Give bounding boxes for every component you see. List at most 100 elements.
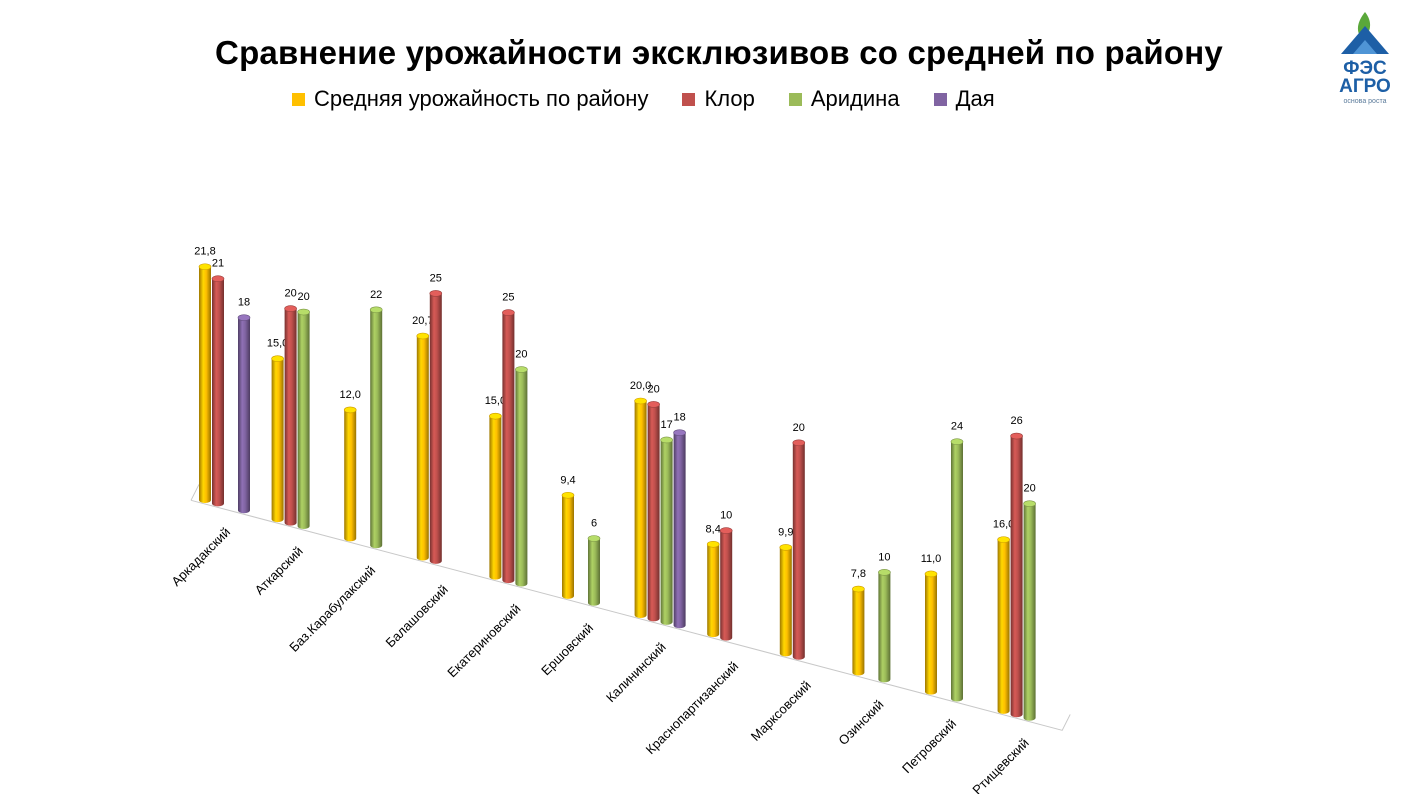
data-label: 20 (284, 288, 296, 300)
bar (587, 535, 601, 606)
chart-title: Сравнение урожайности эксклюзивов со сре… (215, 34, 1223, 71)
bar (852, 585, 865, 676)
bar (211, 275, 225, 507)
data-label: 17 (660, 419, 672, 431)
legend-swatch (933, 92, 947, 106)
data-label: 7,8 (851, 568, 866, 580)
bar-cap (343, 406, 357, 414)
data-label: 20 (1023, 483, 1035, 495)
bar (369, 306, 383, 549)
legend-label: Дая (955, 86, 995, 111)
data-label: 18 (238, 297, 250, 309)
bar (284, 305, 297, 526)
bar (779, 544, 793, 657)
bar-cap (719, 527, 733, 534)
data-label: 24 (951, 421, 963, 433)
bar-cap (369, 306, 383, 314)
bar-body (284, 308, 297, 526)
legend-swatch (292, 92, 305, 106)
bar (237, 314, 251, 514)
category-label: Петровский (899, 716, 959, 776)
bar-body (416, 336, 429, 561)
category-label: Аткарский (252, 544, 306, 598)
bar-cap (587, 535, 601, 542)
data-label: 8,4 (706, 523, 721, 535)
bar-body (951, 441, 963, 702)
logo-line1: ФЭС (1343, 58, 1387, 79)
bar-body (878, 572, 891, 683)
bar-cap (561, 491, 575, 499)
data-label: 10 (720, 510, 732, 522)
category-label: Краснопартизанский (643, 659, 742, 758)
bar (429, 290, 443, 564)
legend-swatch (788, 92, 802, 106)
data-label: 10 (878, 551, 890, 563)
bar-cap (779, 544, 793, 551)
bar (561, 491, 575, 599)
bar (673, 429, 686, 629)
bar-cap (950, 438, 964, 446)
bar (297, 308, 310, 530)
bar (198, 263, 212, 503)
data-label: 11,0 (921, 553, 942, 565)
legend-label: Средняя урожайность по району (314, 86, 649, 111)
bar (706, 540, 720, 638)
category-label: Екатериновский (444, 601, 523, 680)
bar-cap (515, 366, 528, 373)
bar (719, 527, 733, 641)
legend-label: Клор (704, 86, 755, 111)
bar-body (238, 317, 250, 514)
bar (502, 309, 515, 584)
data-label: 16,0 (993, 519, 1014, 531)
data-label: 20,0 (630, 380, 651, 392)
bar-cap (673, 429, 686, 436)
category-label: Озинский (835, 697, 886, 748)
legend-item: Клор (682, 86, 755, 112)
data-label: 25 (502, 292, 514, 304)
bar-body (515, 369, 528, 587)
data-label: 22 (370, 289, 382, 301)
bar-cap (852, 585, 865, 593)
data-label: 20 (793, 422, 805, 434)
bar (792, 439, 806, 660)
bar (634, 397, 647, 618)
bar-body (792, 442, 805, 660)
legend-item: Дая (933, 86, 995, 112)
bar-body (502, 312, 515, 584)
data-label: 20 (647, 383, 659, 395)
category-label: Калининский (603, 639, 669, 705)
data-label: 20 (515, 349, 527, 361)
bar-body (344, 409, 357, 542)
category-label: Марксовский (748, 678, 814, 744)
bar (660, 436, 673, 625)
bar (1023, 500, 1036, 721)
bar (924, 570, 938, 695)
bar-body (925, 573, 937, 695)
chart-floor (190, 484, 1071, 731)
category-label: Балашовский (383, 582, 451, 650)
bar-body (634, 400, 647, 618)
legend-item: Средняя урожайность по району (292, 86, 648, 112)
category-label: Ртищевский (969, 735, 1031, 794)
bar-body (199, 266, 211, 503)
bar-body (1010, 436, 1023, 718)
bar-cap (416, 332, 430, 340)
bar-body (370, 309, 383, 549)
legend-label: Аридина (810, 86, 900, 111)
bar-body (673, 432, 686, 629)
bar-body (429, 293, 442, 564)
category-label: Аркадакский (168, 524, 233, 589)
data-label: 21 (212, 258, 224, 270)
data-label: 20 (297, 291, 309, 303)
data-label: 15,0 (267, 338, 288, 350)
bar-body (660, 439, 673, 625)
bar-cap (284, 305, 297, 312)
bar-body (297, 312, 310, 530)
bar-body (212, 278, 225, 507)
bar (416, 332, 430, 561)
bar-cap (1010, 432, 1023, 440)
legend-swatch (682, 92, 696, 106)
bar (489, 412, 502, 580)
category-label: Баз.Карабулакский (286, 563, 378, 655)
logo-line2: АГРО (1339, 76, 1391, 97)
